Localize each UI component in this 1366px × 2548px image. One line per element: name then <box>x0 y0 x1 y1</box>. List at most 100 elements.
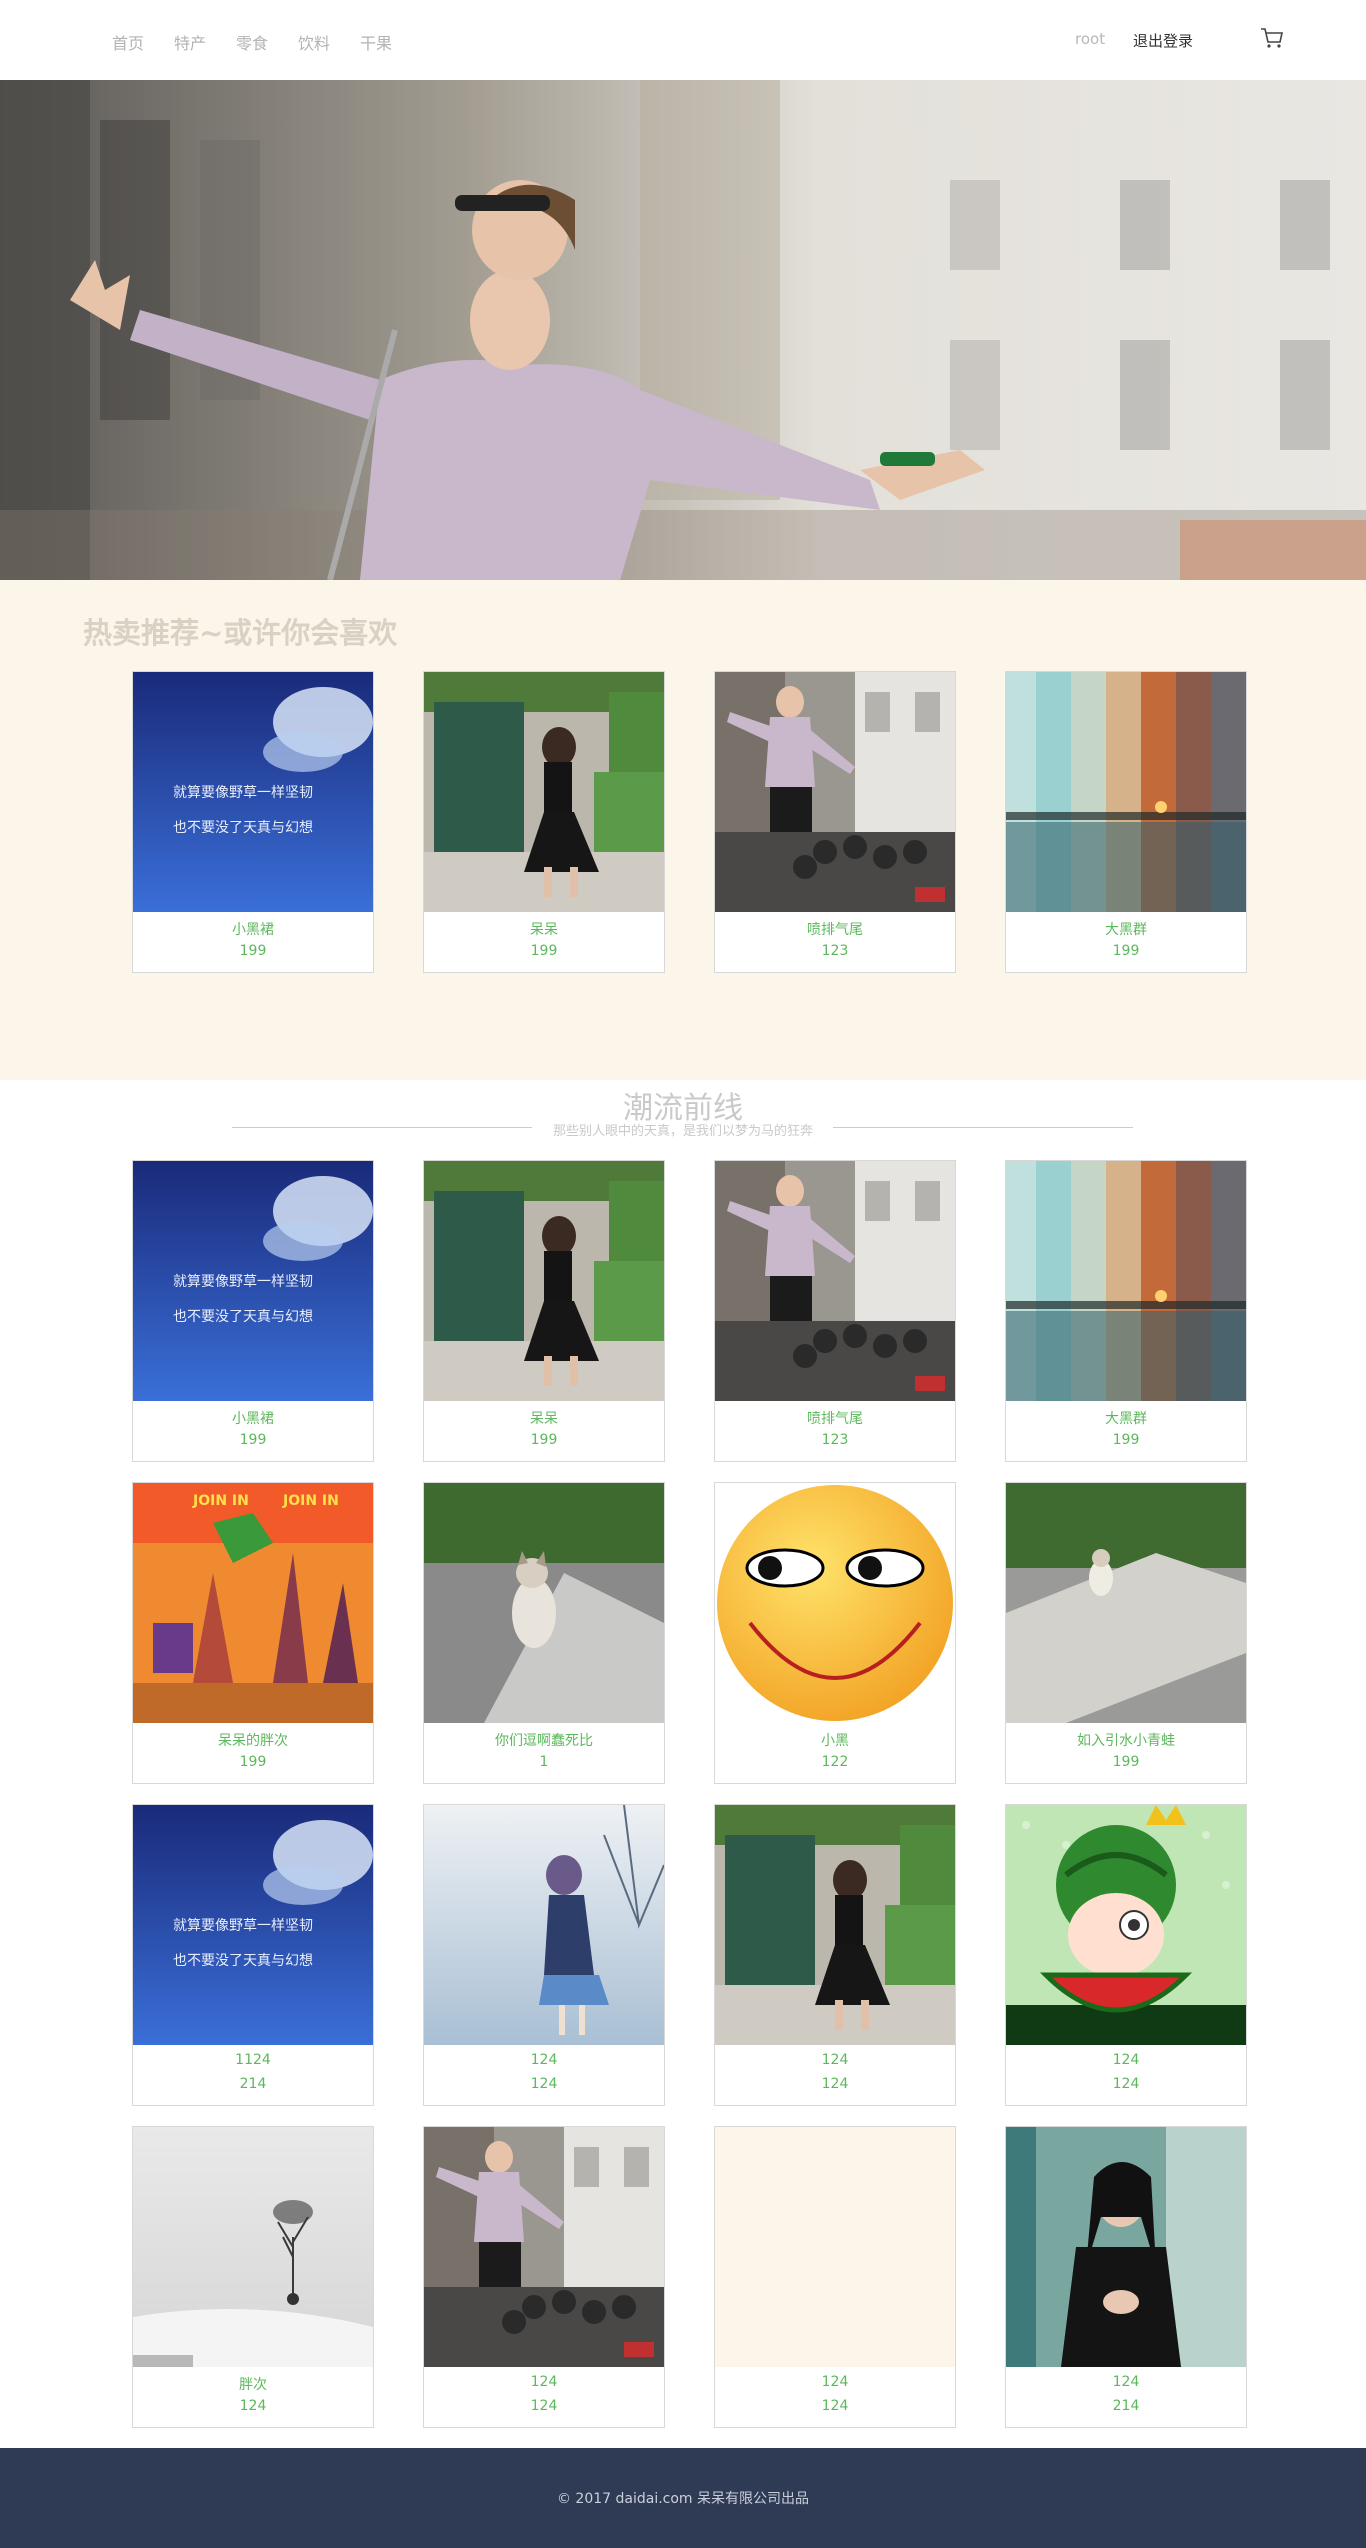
nav-home[interactable]: 首页 <box>112 34 145 53</box>
svg-text:也不要没了天真与幻想: 也不要没了天真与幻想 <box>173 1953 313 1969</box>
hot-product-card[interactable]: 就算要像野草一样坚韧 也不要没了天真与幻想 小黑裙 199 <box>132 671 374 973</box>
product-image <box>133 2127 373 2367</box>
product-name: 124 <box>821 2052 849 2068</box>
hot-product-card[interactable]: 呆呆 199 <box>423 671 665 973</box>
trend-product-card[interactable]: 124 124 <box>714 2126 956 2428</box>
hero-banner[interactable] <box>0 80 1366 580</box>
svg-text:就算要像野草一样坚韧: 就算要像野草一样坚韧 <box>173 1274 313 1290</box>
trend-product-card[interactable]: 124 124 <box>1005 1804 1247 2106</box>
product-image: 就算要像野草一样坚韧 也不要没了天真与幻想 <box>133 1805 373 2045</box>
product-price: 1 <box>539 1754 549 1770</box>
product-image <box>1006 1483 1246 1723</box>
trend-title: 潮流前线 <box>623 1091 743 1126</box>
product-image <box>715 1805 955 2045</box>
product-name: 大黑群 <box>1105 1411 1147 1427</box>
product-name: 呆呆 <box>530 1411 558 1427</box>
product-name: 喷排气尾 <box>807 1411 863 1427</box>
trend-product-card[interactable]: 如入引水小青蛙 199 <box>1005 1482 1247 1784</box>
product-image <box>424 1805 664 2045</box>
trend-product-card[interactable]: 就算要像野草一样坚韧 也不要没了天真与幻想 1124 214 <box>132 1804 374 2106</box>
product-name: 呆呆 <box>530 922 558 938</box>
trend-product-card[interactable]: 呆呆 199 <box>423 1160 665 1462</box>
footer: © 2017 daidai.com 呆呆有限公司出品 <box>0 2448 1366 2548</box>
trend-product-card[interactable]: 124 124 <box>423 2126 665 2428</box>
svg-text:JOIN IN: JOIN IN <box>192 1493 249 1509</box>
product-image <box>424 1483 664 1723</box>
product-name: 124 <box>1112 2374 1140 2390</box>
product-image: 就算要像野草一样坚韧 也不要没了天真与幻想 <box>133 672 373 912</box>
trend-product-card[interactable]: 124 124 <box>714 1804 956 2106</box>
product-name: 如入引水小青蛙 <box>1077 1733 1175 1749</box>
product-name: 小黑 <box>821 1733 849 1749</box>
trend-product-card[interactable]: JOIN IN JOIN IN 呆呆的胖次 199 <box>132 1482 374 1784</box>
divider-right <box>833 1127 1133 1128</box>
divider-left <box>232 1127 532 1128</box>
nav-snacks[interactable]: 零食 <box>236 34 269 53</box>
footer-copyright: © 2017 daidai.com 呆呆有限公司出品 <box>556 2491 810 2507</box>
trend-product-card[interactable]: 喷排气尾 123 <box>714 1160 956 1462</box>
product-image <box>424 2127 664 2367</box>
top-navbar: 首页 特产 零食 饮料 干果 root 退出登录 <box>0 0 1366 80</box>
user-name[interactable]: root <box>1075 30 1106 48</box>
product-price: 199 <box>239 943 267 959</box>
product-name: 124 <box>821 2374 849 2390</box>
trend-product-card[interactable]: 你们逗啊蠢死比 1 <box>423 1482 665 1784</box>
product-price: 124 <box>821 2076 849 2092</box>
product-price: 199 <box>239 1432 267 1448</box>
product-image <box>1006 2127 1246 2367</box>
product-image <box>715 672 955 912</box>
product-name: 小黑裙 <box>232 1411 274 1427</box>
cart-icon[interactable] <box>1260 26 1284 50</box>
product-price: 199 <box>530 1432 558 1448</box>
product-image <box>424 1161 664 1401</box>
product-name: 你们逗啊蠢死比 <box>495 1733 593 1749</box>
product-price: 124 <box>1112 2076 1140 2092</box>
nav-specialty[interactable]: 特产 <box>174 34 207 53</box>
hot-product-card[interactable]: 大黑群 199 <box>1005 671 1247 973</box>
trend-product-card[interactable]: 124 214 <box>1005 2126 1247 2428</box>
product-price: 124 <box>530 2398 558 2414</box>
product-price: 124 <box>530 2076 558 2092</box>
product-name: 大黑群 <box>1105 922 1147 938</box>
product-price: 123 <box>821 943 849 959</box>
product-image <box>715 2127 955 2367</box>
product-name: 胖次 <box>239 2377 267 2393</box>
trend-product-card[interactable]: 胖次 124 <box>132 2126 374 2428</box>
product-image <box>1006 1161 1246 1401</box>
product-image: JOIN IN JOIN IN <box>133 1483 373 1723</box>
product-price: 124 <box>239 2398 267 2414</box>
trend-product-card[interactable]: 大黑群 199 <box>1005 1160 1247 1462</box>
product-name: 小黑裙 <box>232 922 274 938</box>
product-price: 214 <box>239 2076 267 2092</box>
trend-product-card[interactable]: 小黑 122 <box>714 1482 956 1784</box>
product-price: 122 <box>821 1754 849 1770</box>
product-price: 214 <box>1112 2398 1140 2414</box>
logout-link[interactable]: 退出登录 <box>1133 32 1194 50</box>
trend-subtitle: 那些别人眼中的天真，是我们以梦为马的狂奔 <box>552 1124 813 1139</box>
product-price: 199 <box>1112 943 1140 959</box>
product-price: 124 <box>821 2398 849 2414</box>
svg-text:就算要像野草一样坚韧: 就算要像野草一样坚韧 <box>173 1918 313 1934</box>
trend-product-card[interactable]: 124 124 <box>423 1804 665 2106</box>
product-name: 喷排气尾 <box>807 922 863 938</box>
nav-drinks[interactable]: 饮料 <box>298 34 331 53</box>
product-price: 199 <box>239 1754 267 1770</box>
svg-text:也不要没了天真与幻想: 也不要没了天真与幻想 <box>173 820 313 836</box>
product-price: 199 <box>1112 1432 1140 1448</box>
product-image <box>1006 672 1246 912</box>
product-name: 呆呆的胖次 <box>218 1733 288 1749</box>
hot-product-card[interactable]: 喷排气尾 123 <box>714 671 956 973</box>
nav-nuts[interactable]: 干果 <box>360 34 393 53</box>
hot-title: 热卖推荐~或许你会喜欢 <box>83 616 398 650</box>
product-price: 123 <box>821 1432 849 1448</box>
trend-product-card[interactable]: 就算要像野草一样坚韧 也不要没了天真与幻想小黑裙 199 <box>132 1160 374 1462</box>
product-name: 124 <box>1112 2052 1140 2068</box>
product-image: 就算要像野草一样坚韧 也不要没了天真与幻想 <box>133 1161 373 1401</box>
svg-text:JOIN IN: JOIN IN <box>282 1493 339 1509</box>
product-name: 1124 <box>235 2052 271 2068</box>
svg-text:也不要没了天真与幻想: 也不要没了天真与幻想 <box>173 1309 313 1325</box>
product-price: 199 <box>1112 1754 1140 1770</box>
product-image <box>1006 1805 1246 2045</box>
product-price: 199 <box>530 943 558 959</box>
product-image <box>715 1161 955 1401</box>
